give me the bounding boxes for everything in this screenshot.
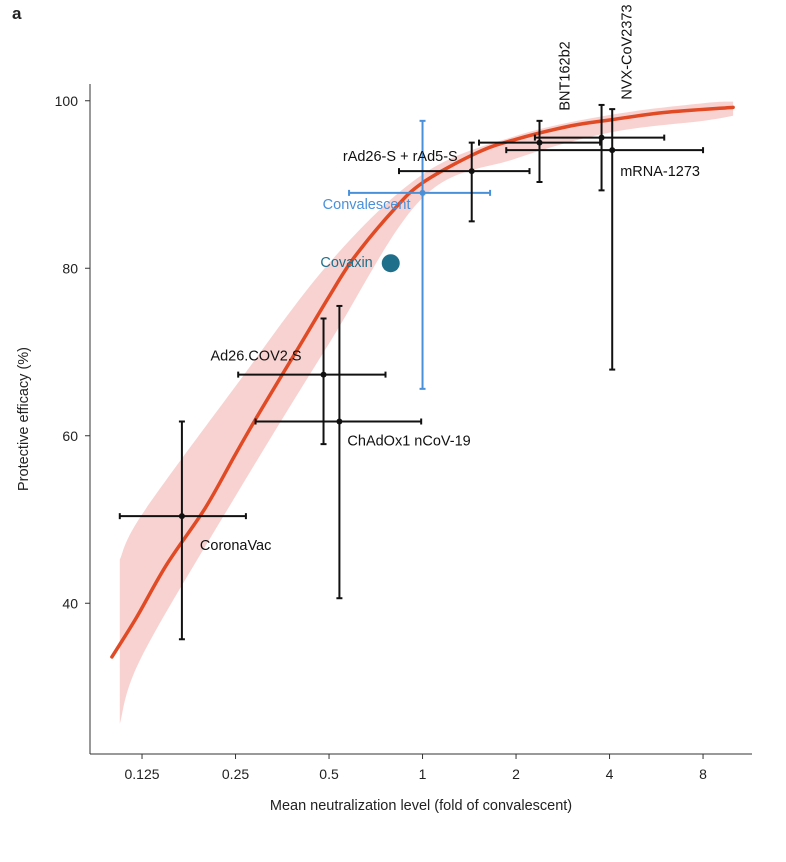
x-tick-label: 0.25 xyxy=(222,766,249,782)
y-tick-label: 40 xyxy=(62,595,78,611)
x-tick-label: 4 xyxy=(606,766,614,782)
fit-curve xyxy=(110,105,735,659)
x-tick-label: 0.5 xyxy=(319,766,339,782)
convalescent-point xyxy=(419,189,426,196)
y-axis-title: Protective efficacy (%) xyxy=(16,347,32,491)
points-layer xyxy=(178,134,616,520)
ad26-cov2-s-point xyxy=(320,371,327,378)
mrna-1273-label: mRNA-1273 xyxy=(620,164,700,180)
fit-curve-layer xyxy=(110,105,735,659)
confidence-band-layer xyxy=(119,101,734,724)
ad26-cov2-s-label: Ad26.COV2.S xyxy=(210,349,301,365)
confidence-band xyxy=(119,101,734,724)
rad26-s-rad5-s-label: rAd26-S + rAd5-S xyxy=(343,149,458,165)
coronavac-point xyxy=(178,513,185,520)
x-tick-label: 0.125 xyxy=(125,766,160,782)
mrna-1273-point xyxy=(609,147,616,154)
convalescent-label: Convalescent xyxy=(323,197,411,213)
nvx-cov2373-label: NVX-CoV2373 xyxy=(620,4,636,99)
rad26-s-rad5-s-point xyxy=(468,168,475,175)
y-tick-label: 100 xyxy=(55,93,79,109)
point-labels-layer: CoronaVac Ad26.COV2.S ChAdOx1 nCoV-19 Conva… xyxy=(200,4,700,554)
coronavac-label: CoronaVac xyxy=(200,538,271,554)
y-tick-label: 60 xyxy=(62,428,78,444)
bnt162b2-point xyxy=(536,139,543,146)
y-tick-label: 80 xyxy=(62,260,78,276)
chadox1-ncov-19-label: ChAdOx1 nCoV-19 xyxy=(347,434,470,450)
x-tick-label: 8 xyxy=(699,766,707,782)
chadox1-ncov-19-point xyxy=(336,418,343,425)
covaxin-point xyxy=(381,254,400,273)
panel-label: a xyxy=(12,4,22,23)
nvx-cov2373-point xyxy=(598,134,605,141)
bnt162b2-label: BNT162b2 xyxy=(558,41,574,110)
covaxin-label: Covaxin xyxy=(320,255,372,271)
x-tick-label: 1 xyxy=(419,766,427,782)
x-tick-label: 2 xyxy=(512,766,520,782)
axes-layer: Mean neutralization level (fold of conva… xyxy=(16,84,752,814)
x-axis-title: Mean neutralization level (fold of conva… xyxy=(270,798,572,814)
